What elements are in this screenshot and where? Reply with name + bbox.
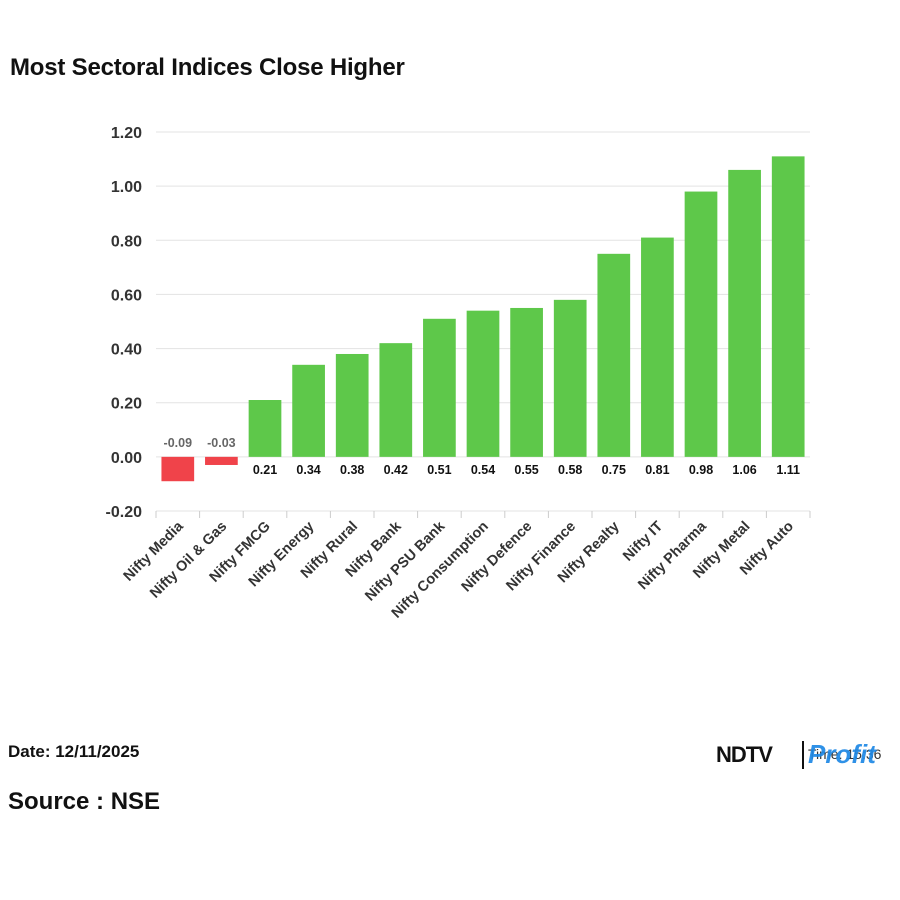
- bar-0: [161, 456, 195, 482]
- bar-5: [379, 343, 413, 457]
- source-label: Source : NSE: [8, 788, 161, 815]
- chart-title: Most Sectoral Indices Close Higher: [10, 54, 405, 81]
- data-label-9: 0.58: [558, 463, 582, 477]
- logo-ndtv-text: NDTV: [716, 742, 773, 767]
- y-tick-label: 0.20: [111, 396, 142, 413]
- bar-6: [423, 318, 456, 457]
- data-label-2: 0.21: [253, 463, 277, 477]
- bars: [161, 156, 805, 482]
- data-label-4: 0.38: [340, 463, 364, 477]
- bar-2: [248, 400, 282, 457]
- data-label-13: 1.06: [732, 463, 756, 477]
- logo-time-text: Time: 15:36: [808, 746, 882, 762]
- ndtv-profit-logo: NDTV Time: 15:36 Profit: [716, 738, 892, 774]
- y-tick-label: 1.20: [111, 125, 142, 142]
- y-tick-label: 0.60: [111, 287, 142, 304]
- data-label-14: 1.11: [776, 463, 800, 477]
- bar-1: [205, 456, 238, 465]
- bar-9: [553, 299, 587, 457]
- data-label-3: 0.34: [296, 463, 320, 477]
- data-label-12: 0.98: [689, 463, 713, 477]
- logo-divider: [802, 741, 804, 769]
- y-tick-label: 1.00: [111, 179, 142, 196]
- data-label-8: 0.55: [514, 463, 538, 477]
- data-label-11: 0.81: [645, 463, 669, 477]
- x-tick-label-6: Nifty PSU Bank: [362, 518, 449, 605]
- logo-profit-text: Profit: [808, 739, 876, 769]
- data-label-6: 0.51: [427, 463, 451, 477]
- data-label-5: 0.42: [384, 463, 408, 477]
- y-tick-label: -0.20: [106, 504, 143, 521]
- bar-11: [641, 237, 674, 457]
- data-label-10: 0.75: [602, 463, 626, 477]
- bar-13: [728, 169, 761, 457]
- bar-3: [292, 364, 325, 457]
- bar-7: [466, 310, 500, 457]
- y-axis-ticks: 1.20 1.00 0.80 0.60 0.40 0.20 0.00 -0.20: [106, 125, 143, 521]
- x-tick-label-1: Nifty Oil & Gas: [147, 519, 230, 602]
- bar-14: [771, 156, 805, 457]
- y-tick-label: 0.00: [111, 450, 142, 467]
- data-label-1: -0.03: [207, 436, 236, 450]
- y-tick-label: 0.40: [111, 342, 142, 359]
- data-labels: -0.09 -0.03 0.21 0.34 0.38 0.42 0.51 0.54 0.55 0.…: [164, 436, 801, 477]
- data-label-7: 0.54: [471, 463, 495, 477]
- bar-8: [510, 307, 543, 457]
- date-label: Date: 12/11/2025: [8, 742, 140, 761]
- bar-10: [597, 253, 631, 457]
- bar-12: [684, 191, 718, 457]
- data-label-0: -0.09: [164, 436, 193, 450]
- bar-4: [335, 353, 369, 457]
- bar-chart: 1.20 1.00 0.80 0.60 0.40 0.20 0.00 -0.20 -0.09-…: [106, 125, 811, 622]
- y-tick-label: 0.80: [111, 233, 142, 250]
